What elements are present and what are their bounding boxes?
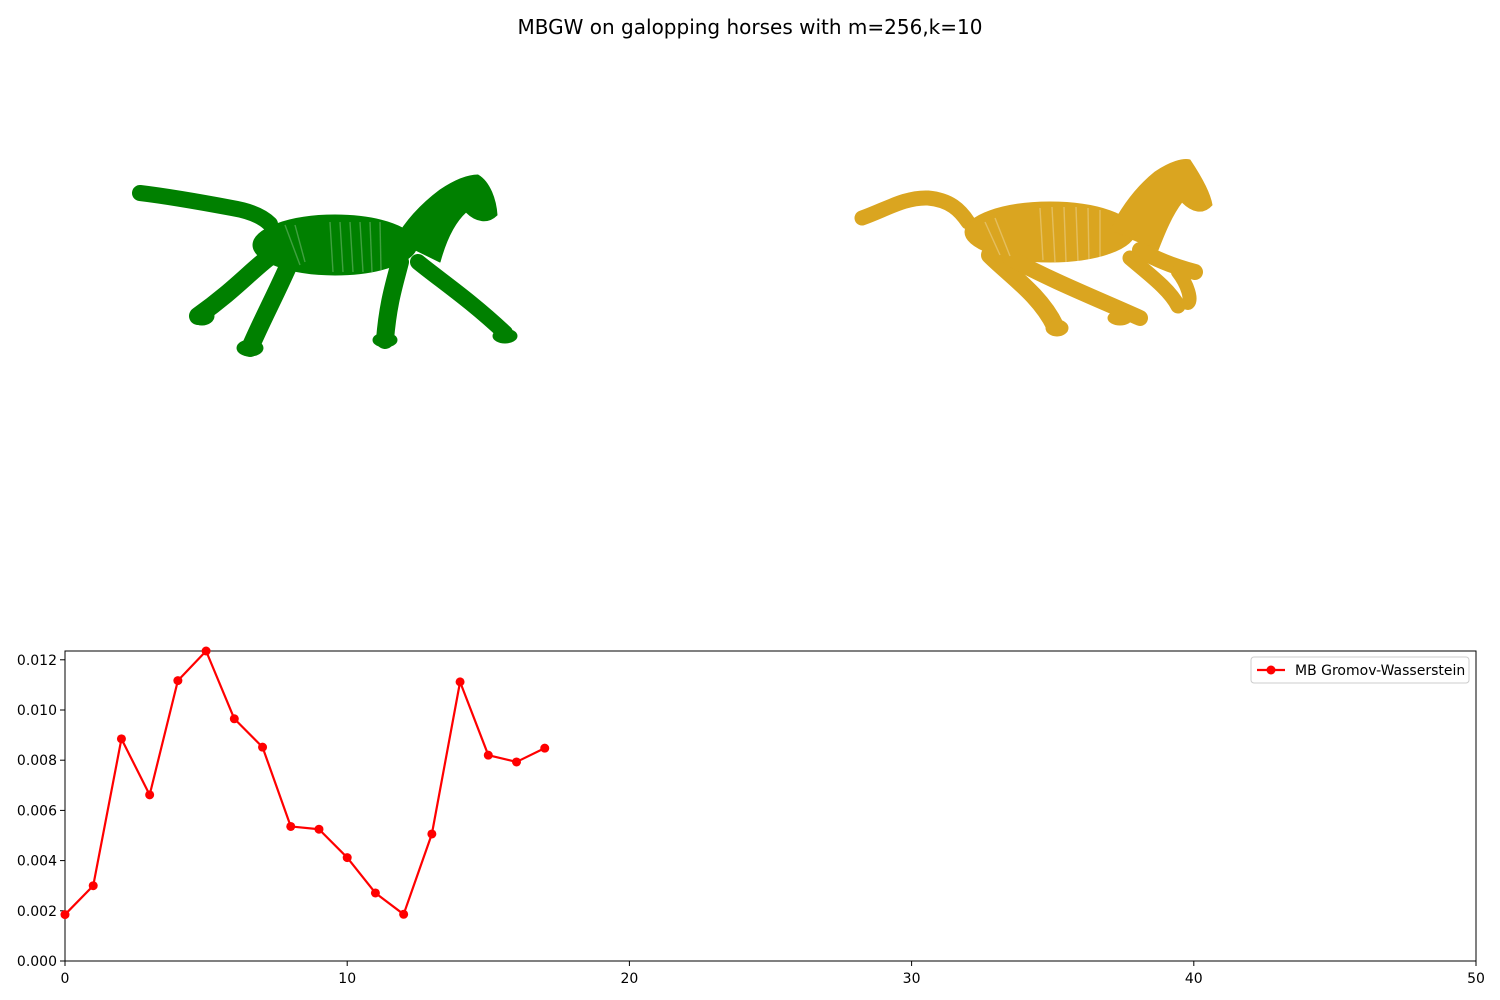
legend: MB Gromov-Wasserstein bbox=[1250, 656, 1470, 684]
y-tick-label: 0.000 bbox=[17, 954, 57, 970]
figure-title: MBGW on galopping horses with m=256,k=10 bbox=[517, 15, 983, 39]
data-point bbox=[342, 853, 352, 863]
data-point bbox=[314, 824, 324, 834]
data-point bbox=[116, 734, 126, 744]
data-point bbox=[427, 829, 437, 839]
y-tick-label: 0.004 bbox=[17, 854, 57, 870]
y-tick-label: 0.010 bbox=[17, 703, 57, 719]
y-tick-label: 0.002 bbox=[17, 904, 57, 920]
data-point bbox=[455, 677, 465, 687]
data-point bbox=[229, 714, 239, 724]
data-point bbox=[286, 821, 296, 831]
x-tick-label: 40 bbox=[1185, 971, 1203, 987]
data-point bbox=[173, 676, 183, 686]
x-tick-label: 0 bbox=[61, 971, 70, 987]
x-tick-label: 20 bbox=[620, 971, 638, 987]
series-line-mb-gromov-wasserstein bbox=[64, 649, 546, 916]
x-tick-label: 30 bbox=[903, 971, 921, 987]
data-point bbox=[512, 757, 522, 767]
right-horse-shape bbox=[854, 159, 1213, 337]
data-point bbox=[258, 742, 268, 752]
y-tick-label: 0.006 bbox=[17, 803, 57, 819]
data-point bbox=[88, 881, 98, 891]
x-tick-label: 50 bbox=[1467, 971, 1485, 987]
legend-marker-sample bbox=[1266, 665, 1276, 675]
data-point bbox=[540, 743, 550, 753]
left-horse-shape bbox=[132, 174, 518, 357]
data-point bbox=[370, 888, 380, 898]
x-tick-label: 10 bbox=[338, 971, 356, 987]
x-axis-ticks: 0 10 20 30 40 50 bbox=[61, 961, 1485, 987]
legend-box bbox=[1250, 656, 1470, 684]
series-layer bbox=[60, 646, 550, 920]
y-axis-ticks: 0.000 0.002 0.004 0.006 0.008 0.010 0.012 bbox=[17, 653, 65, 970]
legend-label-mb-gromov-wasserstein: MB Gromov-Wasserstein bbox=[1295, 663, 1465, 679]
horse-shapes-panel bbox=[132, 159, 1213, 357]
y-tick-label: 0.012 bbox=[17, 653, 57, 669]
data-point bbox=[201, 646, 211, 656]
data-point bbox=[60, 910, 70, 920]
data-point bbox=[399, 909, 409, 919]
y-tick-label: 0.008 bbox=[17, 753, 57, 769]
plot-area-frame bbox=[64, 650, 1477, 962]
data-point bbox=[483, 750, 493, 760]
data-point bbox=[145, 790, 155, 800]
